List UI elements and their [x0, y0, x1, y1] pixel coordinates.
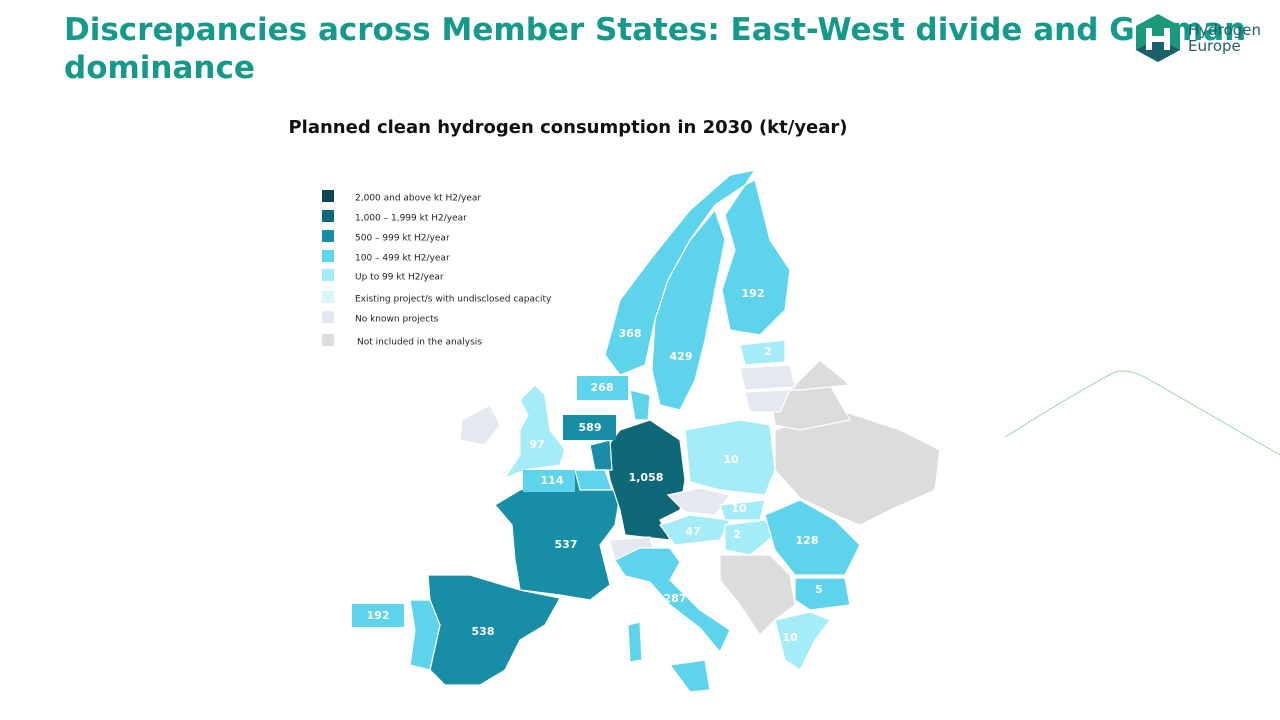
country-value: 2: [733, 528, 741, 541]
country-value: 537: [555, 538, 578, 551]
legend-text: Existing project/s with undisclosed capa…: [355, 295, 552, 305]
country: [739, 364, 796, 391]
legend-swatch: [322, 311, 334, 323]
logo-h: [1146, 36, 1170, 42]
country: [574, 469, 613, 491]
legend-text: Up to 99 kt H2/year: [355, 273, 444, 283]
country: [724, 519, 776, 556]
legend-swatch: [322, 230, 334, 242]
legend-text: 1,000 – 1,999 kt H2/year: [355, 214, 467, 224]
country: [668, 659, 711, 693]
country-value: 114: [541, 474, 564, 487]
slide-title-line-1: Discrepancies across Member States: East…: [64, 12, 1246, 48]
callout-box: [563, 415, 616, 440]
country: [744, 389, 791, 413]
country: [764, 499, 861, 576]
logo-text: Europe: [1188, 37, 1241, 55]
country-labels: 192 368 429 2 268 589 97 1,058 114 10 10…: [367, 287, 823, 644]
legend-swatch: [322, 190, 334, 202]
country: [719, 499, 766, 521]
callout-box: [352, 604, 404, 627]
legend-text: No known projects: [355, 315, 439, 325]
country: [627, 621, 643, 663]
country-value: 368: [619, 327, 642, 340]
country: [409, 599, 441, 671]
callout-box: [523, 470, 575, 492]
country-value: 589: [579, 421, 602, 434]
logo: Hydrogen Europe: [1136, 14, 1261, 62]
map: [409, 169, 941, 693]
country: [589, 439, 613, 471]
map-title: Planned clean hydrogen consumption in 20…: [288, 117, 847, 138]
country: [739, 339, 786, 366]
slide-title-line-2: dominance: [64, 50, 255, 86]
country-value: 97: [529, 438, 544, 451]
country: [459, 404, 501, 446]
country-value: 10: [723, 453, 739, 466]
country: [651, 208, 726, 411]
legend-text: 100 – 499 kt H2/year: [355, 254, 450, 264]
legend-text: 2,000 and above kt H2/year: [355, 194, 481, 204]
country-value: 5: [815, 583, 823, 596]
legend: 2,000 and above kt H2/year 1,000 – 1,999…: [322, 190, 552, 348]
country: [503, 384, 566, 480]
country: [774, 611, 831, 671]
decoration: [1004, 370, 1280, 456]
country: [721, 179, 791, 336]
country-value: 287: [664, 592, 687, 605]
country-value: 2: [764, 345, 772, 358]
country: [614, 547, 731, 654]
country: [629, 389, 651, 421]
legend-swatch: [322, 250, 334, 262]
country-value: 192: [742, 287, 765, 300]
logo-text: Hydrogen: [1188, 21, 1261, 39]
country: [774, 409, 941, 526]
country: [788, 359, 852, 391]
callouts: [352, 376, 628, 627]
country: [794, 577, 851, 611]
country-value: 47: [685, 525, 700, 538]
callout-box: [577, 376, 628, 400]
country-value: 10: [782, 631, 798, 644]
legend-text: 500 – 999 kt H2/year: [355, 234, 450, 244]
legend-swatch: [322, 334, 334, 346]
legend-swatch: [322, 210, 334, 222]
country-value: 538: [472, 625, 495, 638]
country-value: 10: [731, 502, 747, 515]
country-value: 429: [670, 350, 693, 363]
country-value: 268: [591, 381, 614, 394]
country: [604, 169, 757, 376]
country-value: 192: [367, 609, 390, 622]
legend-swatch: [322, 291, 334, 303]
country-value: 128: [796, 534, 819, 547]
legend-text: Not included in the analysis: [357, 338, 482, 348]
legend-swatch: [322, 269, 334, 281]
country-value: 1,058: [629, 471, 664, 484]
country: [684, 419, 776, 496]
